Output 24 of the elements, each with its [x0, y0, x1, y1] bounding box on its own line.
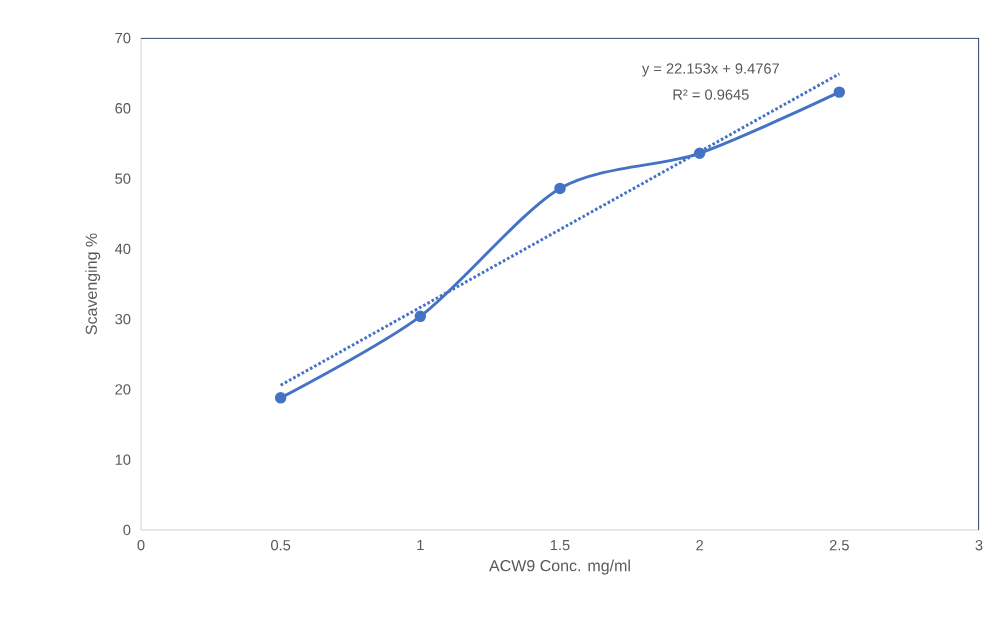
point — [414, 310, 427, 323]
y-axis-title: Scavenging % — [85, 233, 101, 335]
point — [554, 182, 566, 195]
x-axis-title: ACW9 Conc. mg/ml — [489, 559, 630, 575]
point — [693, 147, 706, 159]
y-tick-label: 30 — [115, 313, 131, 325]
y-tick-label: 60 — [115, 103, 131, 114]
point — [833, 86, 846, 98]
y-tick-label: 0 — [123, 524, 131, 536]
x-tick-label: 2 — [696, 540, 704, 551]
y-tick-label: 10 — [115, 454, 131, 465]
y-tick-label: 40 — [114, 243, 131, 255]
x-tick-label: 1.5 — [550, 540, 570, 551]
x-tick-label: 0.5 — [271, 540, 291, 551]
point — [274, 392, 287, 404]
x-tick-label: 3 — [975, 540, 983, 551]
x-tick-label: 1 — [417, 540, 424, 551]
y-tick-label: 50 — [115, 173, 131, 184]
annotation: y = 22.153x + 9.4767 — [641, 63, 779, 77]
y-tick-label: 70 — [115, 32, 131, 44]
x-tick-label: 2.5 — [829, 540, 849, 551]
y-tick-label: 20 — [115, 384, 131, 395]
x-tick-label: 0 — [137, 540, 145, 551]
annotation: R² = 0.9645 — [673, 89, 749, 100]
